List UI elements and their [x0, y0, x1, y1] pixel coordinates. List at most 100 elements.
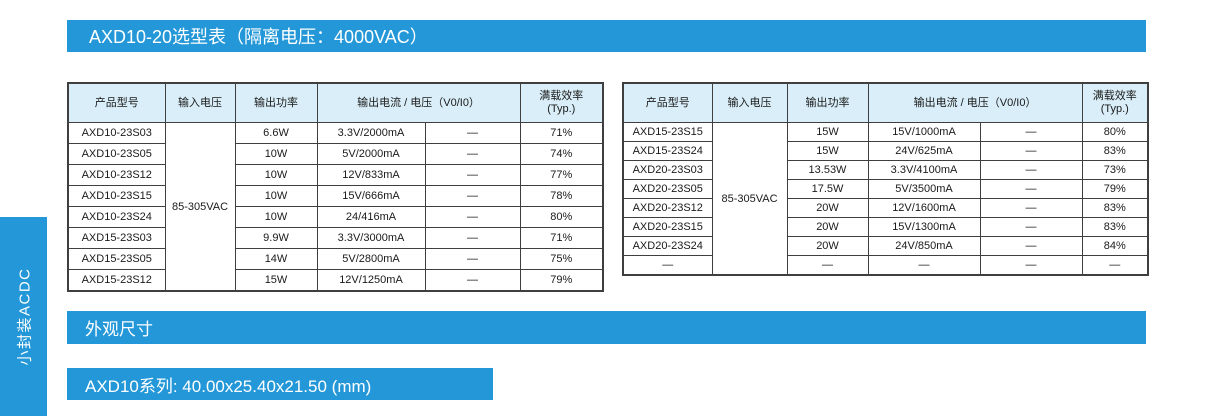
cell-output-power: 17.5W: [786, 179, 869, 199]
cell-model: AXD15-23S24: [622, 141, 713, 161]
cell-output-power: 15W: [786, 141, 869, 161]
cell-output-2: —: [424, 227, 521, 249]
table-row: AXD20-23S24 20W 24V/850mA — 84%: [622, 236, 1149, 256]
cell-output-1: 5V/3500mA: [867, 179, 981, 199]
table-row: AXD15-23S03 9.9W 3.3V/3000mA — 71%: [67, 227, 604, 249]
cell-efficiency: 80%: [1081, 122, 1149, 142]
selection-table-title: AXD10-20选型表（隔离电压：4000VAC）: [89, 27, 428, 47]
col-header-efficiency-line1: 满载效率: [1092, 90, 1137, 102]
col-header-input-voltage: 输入电压: [164, 82, 236, 123]
dimensions-section-title: 外观尺寸: [85, 320, 153, 339]
cell-input-voltage: 85-305VAC: [711, 122, 788, 276]
cell-output-2: —: [979, 179, 1083, 199]
cell-output-power: —: [786, 255, 869, 276]
cell-efficiency: —: [1081, 255, 1149, 276]
cell-output-power: 10W: [234, 143, 318, 165]
cell-output-1: 3.3V/4100mA: [867, 160, 981, 180]
col-header-efficiency-line2: (Typ.): [547, 103, 576, 115]
cell-output-2: —: [424, 122, 521, 144]
cell-output-2: —: [979, 255, 1083, 276]
cell-output-power: 14W: [234, 248, 318, 270]
cell-output-2: —: [979, 236, 1083, 256]
cell-efficiency: 74%: [519, 143, 604, 165]
cell-output-2: —: [979, 217, 1083, 237]
cell-output-1: 12V/833mA: [316, 164, 426, 186]
cell-output-power: 15W: [786, 122, 869, 142]
table-row: AXD15-23S05 14W 5V/2800mA — 75%: [67, 248, 604, 270]
cell-output-1: 12V/1600mA: [867, 198, 981, 218]
cell-efficiency: 79%: [1081, 179, 1149, 199]
axd10-dimensions-label: AXD10系列: 40.00x25.40x21.50 (mm): [85, 376, 372, 396]
cell-model: AXD10-23S12: [67, 164, 166, 186]
cell-model: AXD15-23S15: [622, 122, 713, 142]
cell-output-power: 9.9W: [234, 227, 318, 249]
cell-output-1: 12V/1250mA: [316, 269, 426, 292]
cell-model: AXD20-23S12: [622, 198, 713, 218]
table-header-row: 产品型号 输入电压 输出功率 输出电流 / 电压（V0/I0） 满载效率 (Ty…: [622, 82, 1149, 123]
cell-model: AXD10-23S15: [67, 185, 166, 207]
selection-table-right: 产品型号 输入电压 输出功率 输出电流 / 电压（V0/I0） 满载效率 (Ty…: [622, 82, 1150, 276]
cell-output-1: 24V/850mA: [867, 236, 981, 256]
cell-output-power: 15W: [234, 269, 318, 292]
dimensions-section-bar: 外观尺寸: [67, 311, 1146, 344]
axd10-dimensions-bar: AXD10系列: 40.00x25.40x21.50 (mm): [67, 368, 493, 400]
col-header-output-current-voltage: 输出电流 / 电压（V0/I0）: [316, 82, 521, 123]
cell-model: AXD20-23S15: [622, 217, 713, 237]
cell-efficiency: 78%: [519, 185, 604, 207]
cell-efficiency: 75%: [519, 248, 604, 270]
col-header-output-power: 输出功率: [786, 82, 869, 123]
cell-model: AXD10-23S03: [67, 122, 166, 144]
cell-model: AXD15-23S03: [67, 227, 166, 249]
cell-output-1: 5V/2000mA: [316, 143, 426, 165]
cell-output-1: 15V/1000mA: [867, 122, 981, 142]
table-row: AXD10-23S03 85-305VAC 6.6W 3.3V/2000mA —…: [67, 122, 604, 292]
table-row: AXD20-23S12 20W 12V/1600mA — 83%: [622, 198, 1149, 218]
cell-efficiency: 73%: [1081, 160, 1149, 180]
cell-output-power: 13.53W: [786, 160, 869, 180]
cell-model: AXD10-23S05: [67, 143, 166, 165]
table-row: AXD15-23S24 15W 24V/625mA — 83%: [622, 141, 1149, 161]
table-row: AXD15-23S15 85-305VAC 15W 15V/1000mA — 8…: [622, 122, 1149, 276]
cell-model: AXD20-23S24: [622, 236, 713, 256]
cell-output-1: 3.3V/2000mA: [316, 122, 426, 144]
cell-output-power: 10W: [234, 206, 318, 228]
table-row: AXD20-23S15 20W 15V/1300mA — 83%: [622, 217, 1149, 237]
cell-model: AXD20-23S03: [622, 160, 713, 180]
table-row: AXD15-23S12 15W 12V/1250mA — 79%: [67, 269, 604, 292]
cell-output-2: —: [979, 141, 1083, 161]
cell-output-2: —: [424, 164, 521, 186]
cell-output-power: 20W: [786, 198, 869, 218]
table-row: AXD10-23S05 10W 5V/2000mA — 74%: [67, 143, 604, 165]
cell-model: AXD15-23S05: [67, 248, 166, 270]
cell-input-voltage: 85-305VAC: [164, 122, 236, 292]
cell-output-power: 10W: [234, 164, 318, 186]
col-header-efficiency-line1: 满载效率: [539, 90, 584, 102]
selection-table-title-bar: AXD10-20选型表（隔离电压：4000VAC）: [67, 20, 1146, 52]
table-header-row: 产品型号 输入电压 输出功率 输出电流 / 电压（V0/I0） 满载效率 (Ty…: [67, 82, 604, 123]
cell-output-power: 10W: [234, 185, 318, 207]
cell-output-1: —: [867, 255, 981, 276]
cell-output-1: 15V/1300mA: [867, 217, 981, 237]
table-row: — — — — —: [622, 255, 1149, 276]
cell-model: —: [622, 255, 713, 276]
cell-efficiency: 84%: [1081, 236, 1149, 256]
col-header-efficiency-line2: (Typ.): [1100, 103, 1129, 115]
cell-efficiency: 71%: [519, 227, 604, 249]
col-header-model: 产品型号: [622, 82, 713, 123]
cell-model: AXD20-23S05: [622, 179, 713, 199]
side-tab-label: 小封装ACDC: [16, 267, 34, 366]
cell-output-1: 5V/2800mA: [316, 248, 426, 270]
cell-efficiency: 77%: [519, 164, 604, 186]
cell-output-2: —: [979, 160, 1083, 180]
col-header-efficiency: 满载效率 (Typ.): [519, 82, 604, 123]
cell-output-1: 24/416mA: [316, 206, 426, 228]
cell-efficiency: 79%: [519, 269, 604, 292]
col-header-input-voltage: 输入电压: [711, 82, 788, 123]
cell-efficiency: 83%: [1081, 217, 1149, 237]
cell-output-2: —: [979, 122, 1083, 142]
cell-output-2: —: [424, 185, 521, 207]
cell-efficiency: 83%: [1081, 198, 1149, 218]
cell-output-1: 24V/625mA: [867, 141, 981, 161]
cell-output-2: —: [424, 143, 521, 165]
